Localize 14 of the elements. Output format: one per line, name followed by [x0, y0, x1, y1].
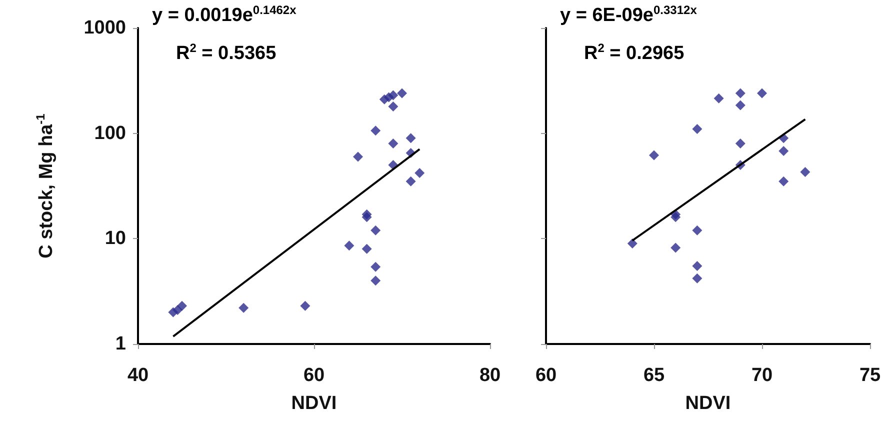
- x-tick-label: 70: [751, 365, 773, 386]
- x-axis-title: NDVI: [291, 393, 337, 414]
- x-tick-label: 75: [859, 365, 881, 386]
- y-axis-title: C stock, Mg ha-1: [34, 113, 57, 258]
- x-axis-title: NDVI: [685, 393, 731, 414]
- x-tick-label: 60: [303, 365, 325, 386]
- y-tick-label: 100: [94, 122, 126, 144]
- x-tick-label: 65: [643, 365, 665, 386]
- x-tick-label: 40: [127, 365, 149, 386]
- x-tick-label: 80: [479, 365, 501, 386]
- y-tick-label: 1: [115, 334, 126, 354]
- y-tick-label: 1000: [84, 18, 126, 38]
- y-tick-label: 10: [104, 228, 126, 250]
- x-tick-label: 60: [535, 365, 557, 386]
